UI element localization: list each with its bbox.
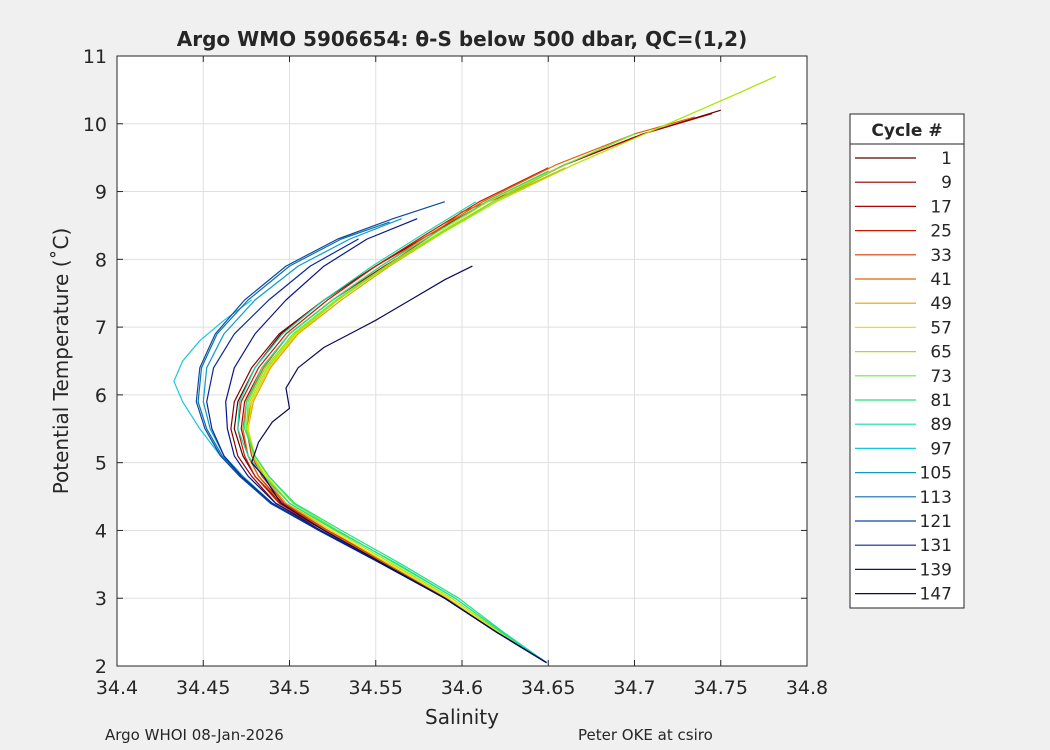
y-tick-label: 9 xyxy=(95,182,107,204)
legend-label-1: 1 xyxy=(941,149,952,169)
legend-entries: 1 9 17 25 33 41 49 57 65 73 81 89 97 105 113 121 131 139 1… xyxy=(855,149,952,605)
footer-credit: Peter OKE at csiro xyxy=(578,726,713,744)
series-line-cycle-89 xyxy=(237,201,547,664)
legend-label-105: 105 xyxy=(920,464,952,484)
legend-label-121: 121 xyxy=(920,512,952,532)
series-line-cycle-81 xyxy=(244,170,549,664)
legend-label-17: 17 xyxy=(930,197,952,217)
legend-label-89: 89 xyxy=(930,415,952,435)
legend-label-49: 49 xyxy=(930,294,952,314)
x-tick-label: 34.6 xyxy=(441,677,483,699)
series-line-cycle-73 xyxy=(245,133,635,664)
y-tick-label: 3 xyxy=(95,588,107,610)
legend-box xyxy=(849,113,965,609)
legend-label-73: 73 xyxy=(930,367,952,387)
legend-label-113: 113 xyxy=(920,488,952,508)
legend-label-57: 57 xyxy=(930,318,952,338)
legend-label-9: 9 xyxy=(941,173,952,193)
y-tick-label: 7 xyxy=(95,317,107,339)
series-line-cycle-65 xyxy=(245,75,777,664)
legend: Cycle # 1 9 17 25 33 41 49 57 65 73 81 89 97 105 113 12… xyxy=(849,113,965,609)
legend-label-147: 147 xyxy=(920,585,952,605)
x-tick-label: 34.65 xyxy=(521,677,575,699)
y-tick-label: 5 xyxy=(95,453,107,475)
legend-title: Cycle # xyxy=(871,121,942,141)
x-tick-label: 34.45 xyxy=(176,677,230,699)
axis-ticks: 34.4 34.45 34.5 34.55 34.6 34.65 34.7 34.75 34.8… xyxy=(83,46,828,699)
x-tick-label: 34.55 xyxy=(349,677,403,699)
legend-label-41: 41 xyxy=(930,270,952,290)
series-line-cycle-147 xyxy=(251,265,547,664)
footer-source: Argo WHOI 08-Jan-2026 xyxy=(105,726,284,744)
x-tick-label: 34.5 xyxy=(268,677,310,699)
y-tick-label: 2 xyxy=(95,656,107,678)
y-tick-label: 11 xyxy=(83,46,107,68)
data-lines xyxy=(173,75,777,664)
legend-label-25: 25 xyxy=(930,222,952,242)
x-tick-label: 34.7 xyxy=(613,677,655,699)
y-axis-label: Potential Temperature (˚C) xyxy=(49,228,73,495)
legend-label-131: 131 xyxy=(920,536,952,556)
x-tick-label: 34.4 xyxy=(96,677,138,699)
chart-title: Argo WMO 5906654: θ-S below 500 dbar, QC… xyxy=(177,27,747,51)
y-tick-label: 8 xyxy=(95,249,107,271)
y-tick-label: 6 xyxy=(95,385,107,407)
legend-label-33: 33 xyxy=(930,246,952,266)
y-tick-label: 4 xyxy=(95,520,107,542)
y-tick-label: 10 xyxy=(83,114,107,136)
legend-label-65: 65 xyxy=(930,343,952,363)
x-tick-label: 34.75 xyxy=(694,677,748,699)
x-tick-label: 34.8 xyxy=(786,677,828,699)
x-axis-label: Salinity xyxy=(425,705,499,729)
legend-label-81: 81 xyxy=(930,391,952,411)
legend-label-139: 139 xyxy=(920,560,952,580)
legend-label-97: 97 xyxy=(930,439,952,459)
